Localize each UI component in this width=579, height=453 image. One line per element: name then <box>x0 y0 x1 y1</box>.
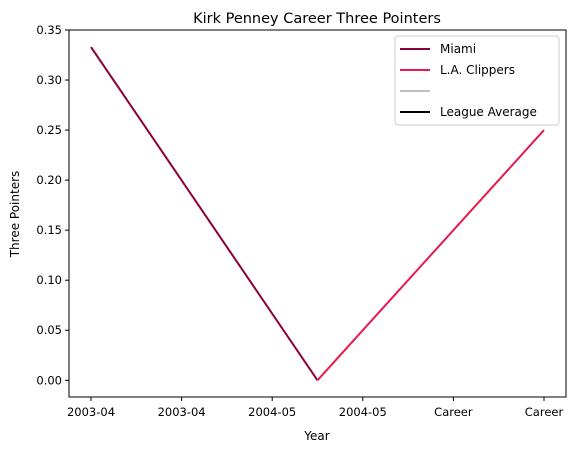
plot-frame <box>68 29 567 398</box>
series-line-0 <box>90 46 319 381</box>
x-tick-label: Career <box>434 405 473 419</box>
x-tick-label: 2003-04 <box>67 405 115 419</box>
y-axis-label: Three Pointers <box>8 171 22 259</box>
x-tick-label: 2004-05 <box>339 405 387 419</box>
legend-box <box>394 35 560 126</box>
y-tick-label: 0.25 <box>36 123 62 137</box>
y-tick-label: 0.35 <box>36 23 62 37</box>
y-axis: 0.00 0.05 0.10 0.15 0.20 0.25 0.30 0.35 <box>36 23 69 387</box>
y-tick-label: 0.30 <box>36 73 62 87</box>
legend-label: League Average <box>440 105 537 119</box>
series-line-1 <box>316 129 545 381</box>
y-tick-label: 0.10 <box>36 273 62 287</box>
x-tick-label: 2003-04 <box>158 405 206 419</box>
y-tick-label: 0.15 <box>36 223 62 237</box>
legend-label: Miami <box>440 42 476 56</box>
series-layer <box>90 46 545 381</box>
y-tick-label: 0.00 <box>36 373 62 387</box>
x-tick-label: 2004-05 <box>248 405 296 419</box>
legend: Miami L.A. Clippers League Average <box>394 35 560 126</box>
chart-title: Kirk Penney Career Three Pointers <box>193 11 441 27</box>
legend-label: L.A. Clippers <box>440 63 515 77</box>
x-axis-label: Year <box>303 429 329 443</box>
x-tick-label: Career <box>525 405 564 419</box>
y-tick-label: 0.05 <box>36 323 62 337</box>
x-axis: 2003-04 2003-04 2004-05 2004-05 Career Career <box>67 397 564 419</box>
plot-area <box>68 29 567 398</box>
y-tick-label: 0.20 <box>36 173 62 187</box>
